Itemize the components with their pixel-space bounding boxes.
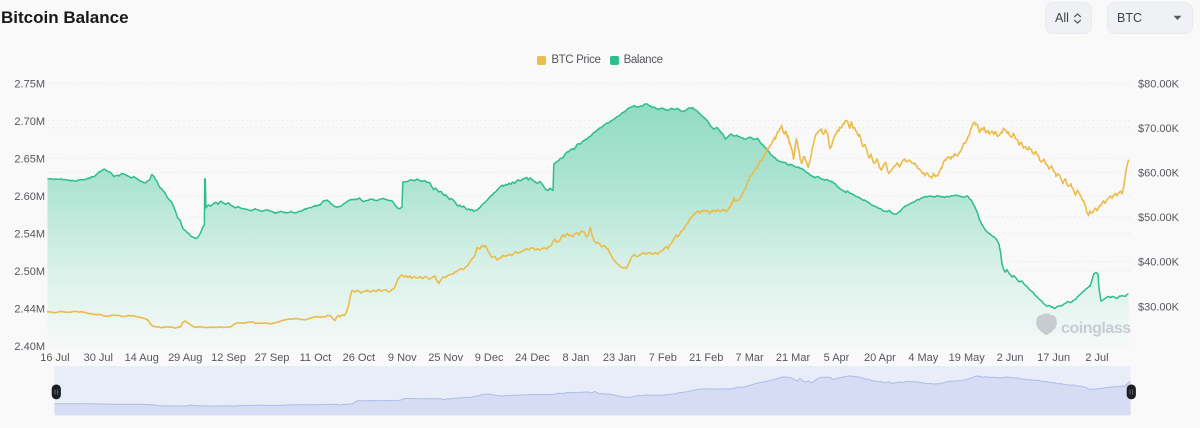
svg-text:4 May: 4 May [908,352,938,364]
svg-text:2.50M: 2.50M [14,266,45,278]
svg-text:30 Jul: 30 Jul [84,352,113,364]
svg-text:26 Oct: 26 Oct [343,352,375,364]
svg-text:$60.00K: $60.00K [1138,168,1180,180]
svg-text:2.60M: 2.60M [14,191,45,203]
svg-text:2.44M: 2.44M [14,303,45,315]
svg-text:24 Dec: 24 Dec [515,352,550,364]
svg-text:21 Feb: 21 Feb [689,352,723,364]
svg-text:27 Sep: 27 Sep [255,352,290,364]
svg-text:2.54M: 2.54M [14,228,45,240]
svg-text:25 Nov: 25 Nov [428,352,463,364]
svg-text:29 Aug: 29 Aug [168,352,202,364]
svg-text:2.70M: 2.70M [14,116,45,128]
svg-text:coinglass: coinglass [1061,320,1131,337]
svg-text:7 Feb: 7 Feb [649,352,677,364]
svg-text:$40.00K: $40.00K [1138,257,1180,269]
svg-text:2.75M: 2.75M [14,78,45,90]
svg-text:2 Jun: 2 Jun [997,352,1024,364]
svg-text:21 Mar: 21 Mar [776,352,811,364]
svg-text:7 Mar: 7 Mar [736,352,764,364]
svg-text:19 May: 19 May [949,352,986,364]
svg-text:16 Jul: 16 Jul [40,352,69,364]
svg-text:11 Oct: 11 Oct [300,352,332,364]
svg-text:2.65M: 2.65M [14,153,45,165]
svg-text:8 Jan: 8 Jan [562,352,589,364]
svg-text:$50.00K: $50.00K [1138,212,1180,224]
svg-text:23 Jan: 23 Jan [603,352,636,364]
svg-text:9 Nov: 9 Nov [388,352,417,364]
svg-text:20 Apr: 20 Apr [864,352,896,364]
svg-text:2 Jul: 2 Jul [1085,352,1108,364]
svg-text:9 Dec: 9 Dec [475,352,504,364]
svg-text:17 Jun: 17 Jun [1037,352,1070,364]
svg-text:$80.00K: $80.00K [1138,78,1180,90]
svg-text:14 Aug: 14 Aug [125,352,159,364]
svg-text:2.40M: 2.40M [14,341,45,353]
svg-text:$30.00K: $30.00K [1138,301,1180,313]
svg-text:$70.00K: $70.00K [1138,123,1180,135]
svg-text:12 Sep: 12 Sep [211,352,246,364]
svg-text:5 Apr: 5 Apr [824,352,850,364]
